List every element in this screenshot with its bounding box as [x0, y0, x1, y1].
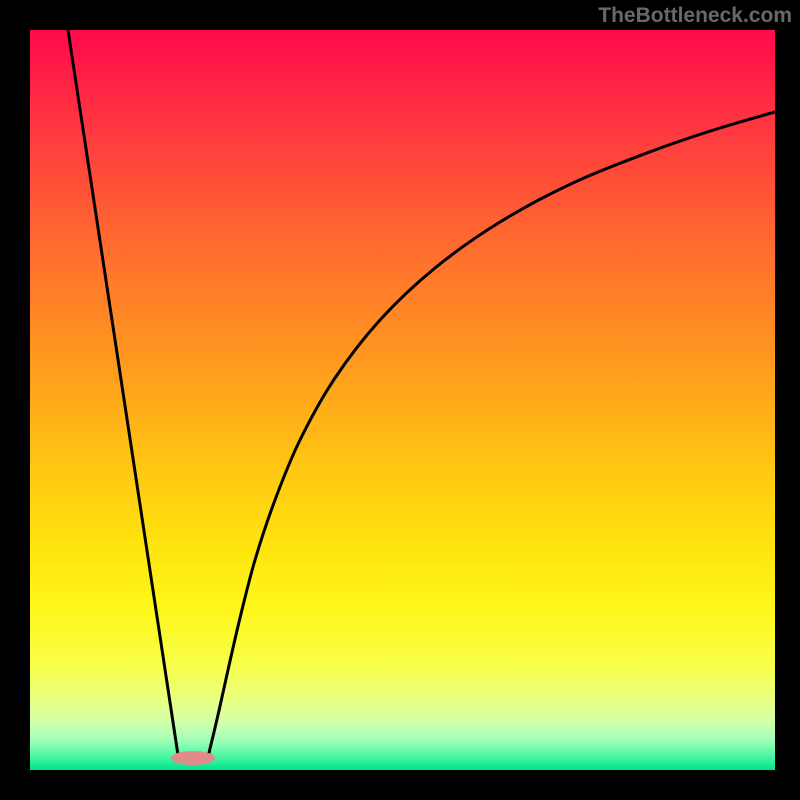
- chart-svg: [0, 0, 800, 800]
- chart-container: TheBottleneck.com: [0, 0, 800, 800]
- watermark-text: TheBottleneck.com: [598, 4, 792, 28]
- gradient-background: [30, 30, 775, 770]
- bottleneck-marker: [171, 751, 215, 765]
